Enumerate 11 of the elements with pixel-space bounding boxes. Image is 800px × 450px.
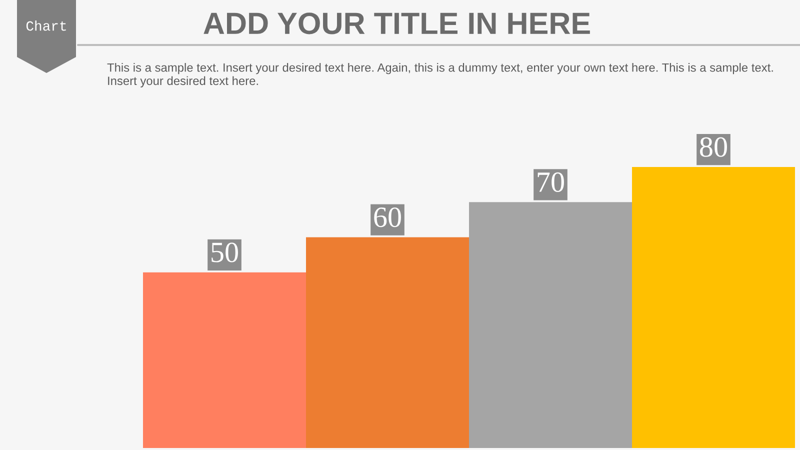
data-label: 70 [538, 172, 564, 192]
bar [632, 167, 795, 448]
bar [143, 272, 306, 448]
data-label: 80 [700, 137, 727, 157]
bar [469, 202, 632, 448]
chart-title: ADD YOUR TITLE IN HERE [204, 12, 590, 34]
data-label: 60 [374, 207, 401, 228]
text: Chart [26, 20, 66, 31]
data-label: 50 [212, 242, 238, 262]
bar [306, 237, 469, 448]
chart-subtitle: This is a sample text. Insert your desired text here. Again, this is a dummy text, enter your own text here. This is a sample text. Insert your desired text here. [107, 63, 773, 88]
